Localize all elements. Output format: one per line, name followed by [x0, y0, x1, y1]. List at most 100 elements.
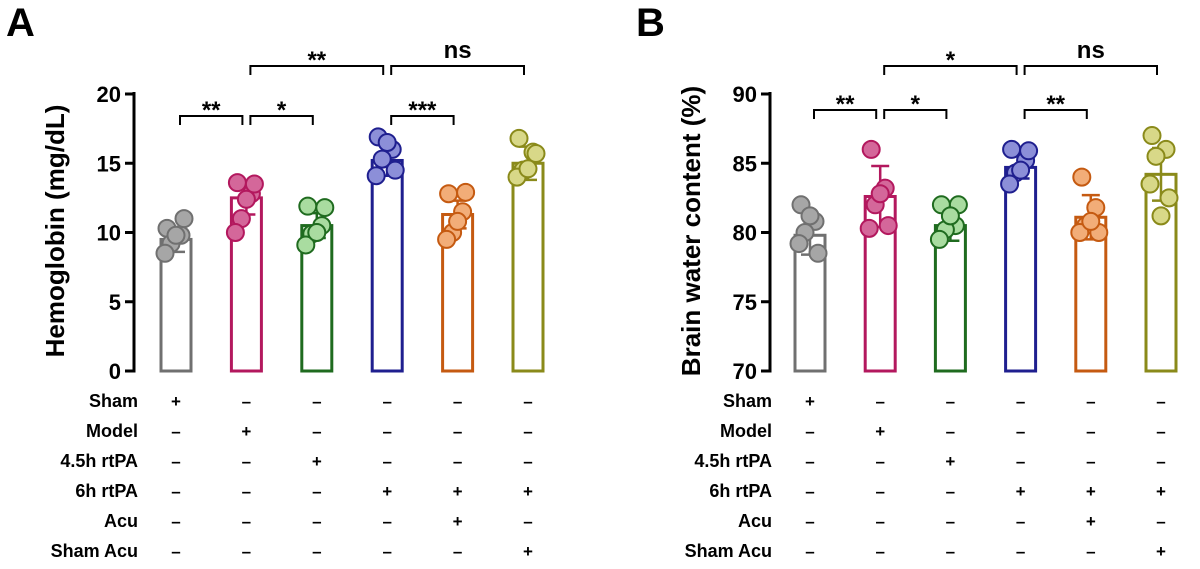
panel-a-treatment-row-label: Acu — [104, 511, 138, 531]
panel-b-treatment-cell: – — [946, 542, 955, 561]
panel-b-data-point — [1146, 146, 1166, 166]
panel-b-bar — [1004, 165, 1038, 373]
panel-b-treatment-row-label: Sham — [723, 391, 772, 411]
panel-b-treatment-table: Sham + – – – – – Model – + – – – – 4.5h rtPA – – + – – – 6h r… — [685, 391, 1166, 561]
panel-b-data-point — [940, 206, 960, 226]
panel-b-treatment-cell: – — [1016, 392, 1025, 411]
panel-a-data-point — [377, 132, 397, 152]
panel-b-treatment-cell: – — [946, 422, 955, 441]
panel-b-treatment-cell: – — [875, 512, 884, 531]
panel-b-treatment-cell: – — [805, 482, 814, 501]
panel-b-treatment-cell: – — [1016, 452, 1025, 471]
panel-b-data-point — [1000, 174, 1020, 194]
panel-a-treatment-cell: + — [171, 392, 181, 411]
panel-b-treatment-row-label: Sham Acu — [685, 541, 772, 561]
panel-b-data-point — [808, 243, 828, 263]
panel-b-treatment-cell: – — [875, 392, 884, 411]
panel-b-treatment-cell: + — [1086, 512, 1096, 531]
panel-b-data-point — [1081, 211, 1101, 231]
panel-b-treatment-cell: – — [1016, 422, 1025, 441]
panel-b-treatment-cell: – — [805, 422, 814, 441]
panel-b-treatment-cell: – — [875, 452, 884, 471]
panel-b-significance-bracket — [813, 109, 878, 119]
panel-b-treatment-cell: + — [805, 392, 815, 411]
panel-a-data-point — [518, 159, 538, 179]
panel-a-treatment-cell: – — [523, 422, 532, 441]
panel-a-treatment-cell: – — [523, 392, 532, 411]
panel-a-data-point — [456, 182, 476, 202]
panel-b-data-point — [870, 184, 890, 204]
panel-a-treatment-cell: + — [453, 512, 463, 531]
panel-a-significance-bracket — [390, 115, 455, 125]
panel-a-significance-bracket — [249, 115, 314, 125]
panel-a-significance-label: ** — [307, 47, 326, 74]
panel-a-data-point — [448, 211, 468, 231]
panel-b-data-point — [1002, 139, 1022, 159]
panel-b-data-point — [1159, 188, 1179, 208]
panel-a-significance-bracket — [179, 115, 244, 125]
panel-b-treatment-cell: + — [875, 422, 885, 441]
panel-b-data-point — [1151, 206, 1171, 226]
panel-a-treatment-cell: + — [453, 482, 463, 501]
panel-b-data-point — [800, 206, 820, 226]
panel-a-treatment-cell: – — [453, 542, 462, 561]
panel-b-significance-bracket — [883, 65, 1018, 75]
panel-b-significance-label: ns — [1077, 37, 1105, 64]
panel-a-data-point — [296, 235, 316, 255]
panel-a-treatment-cell: – — [382, 392, 391, 411]
panel-a-data-point — [244, 174, 264, 194]
panel-b-treatment-cell: – — [875, 542, 884, 561]
panel-a-treatment-cell: + — [241, 422, 251, 441]
panel-a-treatment-cell: – — [171, 422, 180, 441]
panel-a-treatment-table: Sham + – – – – – Model – + – – – – 4.5h rtPA – – + – – – 6h r… — [51, 391, 533, 561]
panel-b-significance-bracket — [883, 109, 948, 119]
panel-a-data-point — [236, 189, 256, 209]
panel-a-y-tick-label: 20 — [97, 82, 121, 107]
panel-b-significance-bracket — [1023, 109, 1088, 119]
panel-a-data-point — [526, 144, 546, 164]
panel-b-treatment-row-label: 6h rtPA — [709, 481, 772, 501]
panel-b-treatment-cell: – — [946, 392, 955, 411]
panel-a-data-point — [439, 184, 459, 204]
panel-b-data-point — [789, 234, 809, 254]
panel-b-significance-bracket — [1023, 65, 1158, 75]
panel-b-y-tick-label: 90 — [733, 82, 757, 107]
panel-a-data-point — [227, 173, 247, 193]
panel-a-treatment-cell: + — [523, 482, 533, 501]
panel-b-y-tick-label: 70 — [733, 359, 757, 384]
panel-a-treatment-cell: – — [171, 542, 180, 561]
panel-a-treatment-cell: + — [382, 482, 392, 501]
panel-b-treatment-cell: – — [1086, 422, 1095, 441]
panel-a-treatment-cell: – — [312, 542, 321, 561]
panel-b-treatment-cell: + — [945, 452, 955, 471]
panel-b-treatment-cell: + — [1156, 482, 1166, 501]
panel-a-letter: A — [6, 1, 35, 45]
panel-a-treatment-row-label: 4.5h rtPA — [60, 451, 138, 471]
panel-a-data-point — [155, 243, 175, 263]
panel-a-significance-label: ** — [202, 97, 221, 124]
panel-a-significance-label: * — [277, 97, 287, 124]
panel-a-data-point — [366, 166, 386, 186]
panel-a-treatment-cell: – — [453, 422, 462, 441]
panel-b-treatment-cell: – — [1156, 452, 1165, 471]
panel-b-data-point — [1142, 126, 1162, 146]
panel-a-treatment-cell: – — [242, 392, 251, 411]
panel-b-data-point — [859, 218, 879, 238]
panel-b-treatment-cell: – — [805, 452, 814, 471]
panel-a-treatment-cell: – — [171, 512, 180, 531]
panel-a-treatment-cell: – — [312, 392, 321, 411]
panel-a-data-point — [437, 229, 457, 249]
panel-a-treatment-cell: – — [171, 482, 180, 501]
panel-a-treatment-cell: + — [523, 542, 533, 561]
panel-b-data-point — [1070, 223, 1090, 242]
panel-a-y-tick-label: 5 — [109, 290, 121, 315]
panel-a-data-point — [225, 223, 245, 242]
panel-b-treatment-cell: – — [1016, 542, 1025, 561]
panel-b-treatment-cell: – — [805, 512, 814, 531]
panel-a-treatment-cell: – — [453, 392, 462, 411]
panel-a-treatment-row-label: Sham — [89, 391, 138, 411]
